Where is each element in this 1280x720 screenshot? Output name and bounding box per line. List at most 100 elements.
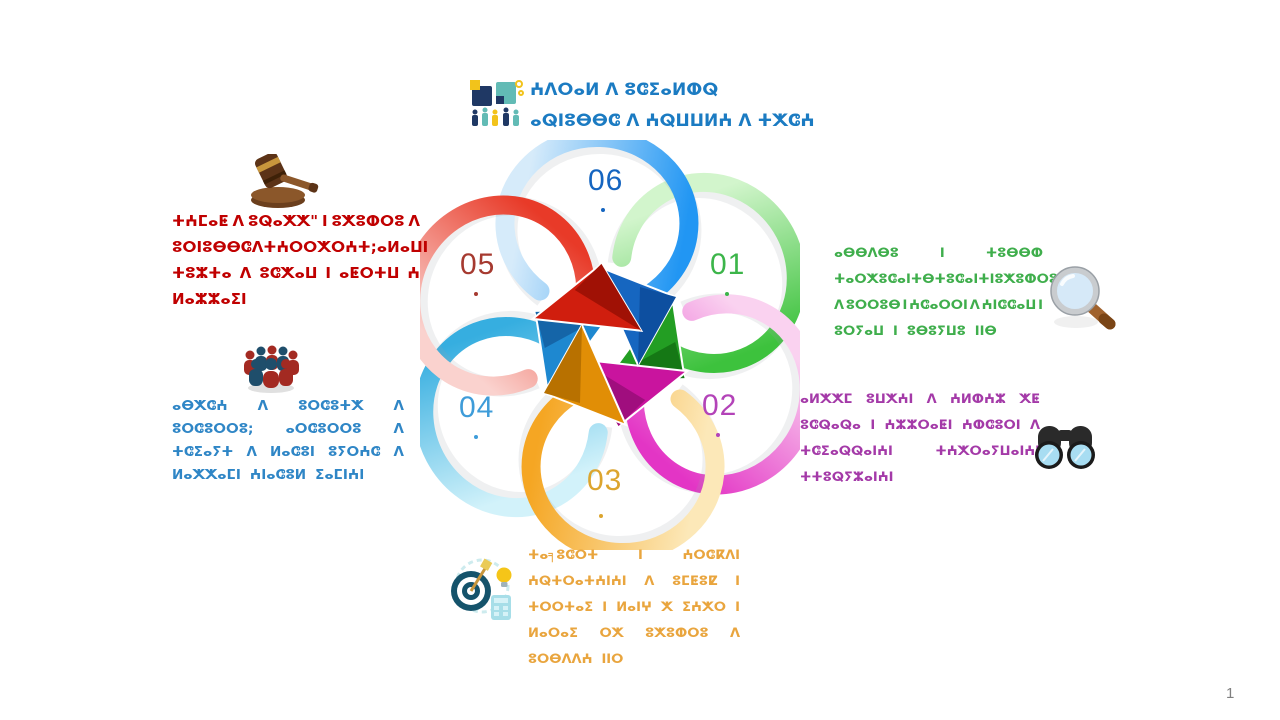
text-word: ⵄ: [407, 264, 420, 282]
text-word: ⵜⵄⵔⵔⵅⵔⵄⵜ: [263, 238, 371, 256]
text-word: ⴷ: [729, 626, 740, 641]
text-line: ⴰⵕⵏⵓⴱⴱⵛ ⴷ ⵄⵕⵡⵡⵍⵄ ⴷ ⵜⵅⵛⵄ: [530, 111, 830, 131]
text-word: ⵓⵕⴰⵅⵅ": [247, 212, 319, 230]
step-03-text: ⵜⴰ╕ⵓⵛⵔⵜ ⵏ ⵄⵔⵛⴽⴷⵏ ⵄⵕⵜⵔⴰⵜⵄⵏⵄⵏ ⴷ ⵓⵎⵟⵓⵇ ⵏ ⵜⵔⵔⵜⴰⵉ ⵏ ⵍⴰ…: [528, 547, 740, 677]
text-line: ⵍⴰⵅⵅⴰⵎⵏ ⵄⵏⴰⵛⵓⵍ ⵉⴰⵎⵏⵄⵏ: [172, 467, 404, 484]
step-dot-03: [599, 514, 603, 518]
text-word: ⵏⵏⵔ: [601, 652, 624, 667]
text-word: ⴷ: [644, 574, 655, 589]
text-word: ⵍⴰⵏⵖ: [616, 600, 652, 615]
text-word: ⵅ: [661, 600, 673, 615]
text-word: ⵜⵄⵅⵔⴰⵢⵡⴰⵏⵄⵏ: [935, 444, 1040, 459]
text-line: ⵄⵕⵜⵔⴰⵜⵄⵏⵄⵏ ⴷ ⵓⵎⵟⵓⵇ ⵏ: [528, 573, 740, 590]
text-word: ⵓⵔⵏⵓⴱⴱⵛ: [172, 238, 252, 256]
text-word: ⵄⵛⴰⵔⵔⵏ: [909, 298, 968, 313]
text-word: ⴰⵍⵅⵅⵎ: [800, 392, 853, 407]
target-idea-icon: [446, 558, 516, 628]
text-word: ⵄⵏⴰⵛⵓⵍ: [249, 467, 307, 483]
text-word: ⴰⴱⴱⴷⴱⵓ: [834, 246, 899, 261]
text-word: ⵓⵔⴱⴷⴷⵄ: [528, 652, 593, 667]
text-word: ⴷ: [393, 421, 404, 437]
text-line: ⴰⵍⵅⵅⵎ ⵓⵡⵅⵄⵏ ⴷ ⵄⵍⵀⵄⵣ ⵅⵟ: [800, 391, 1040, 408]
text-word: ⵜⵄⵎⴰⵟ: [172, 212, 229, 230]
text-word: ⴷ: [393, 444, 404, 460]
text-word: ⴷ: [251, 238, 264, 256]
step-number-06: 06: [588, 164, 624, 197]
text-line: ⵓⵔⵏⵓⴱⴱⵛ ⴷ ⵜⵄⵔⵔⵅⵔⵄⵜ ;ⴰⵍⴰⵡⵏ: [172, 238, 428, 256]
step-05-text: ⵜⵄⵎⴰⵟ ⴷ ⵓⵕⴰⵅⵅ" ⵏ ⵓⵅⵓⵀⵔⵓ ⴷ ⵓⵔⵏⵓⴱⴱⵛ ⴷ ⵜⵄⵔⵔⵅⵔⵄⵜ ;ⴰⵍⴰ…: [172, 213, 428, 317]
text-word: ⴷ: [408, 212, 420, 230]
text-word: ⵄⵍⵀⵄⵣ: [949, 392, 1006, 407]
text-word: ⴰⵟⵔⵜⵡ: [338, 264, 400, 282]
text-line: ⵍⴰⵣⵣⴰⵉⵏ: [172, 291, 420, 308]
text-word: ⵓⵅⵓⵀⵔⵓ: [331, 212, 405, 230]
text-word: ⵏ: [939, 246, 945, 261]
text-word: ⵜⵓⴱⴱⵀ: [985, 246, 1043, 261]
step-02-text: ⴰⵍⵅⵅⵎ ⵓⵡⵅⵄⵏ ⴷ ⵄⵍⵀⵄⵣ ⵅⵟ ⵓⵛⵕⴰⵕⴰ ⵏ ⵄⵣⵣⵔⴰⵟⵏ ⵄⵀⵛⵓⵔⵏ ⴷ ⵜ…: [800, 391, 1040, 495]
text-word: ⵓⵡⵅⵄⵏ: [865, 392, 914, 407]
text-word: ⵓⵛⵅⴰⵡ: [259, 264, 318, 282]
text-word: ⵏ: [735, 574, 740, 589]
text-word: ⵉⵄⵅⵔ: [682, 600, 726, 615]
text-word: ⵓⵔⵢⴰⵡ: [834, 324, 884, 339]
page-number: 1: [1226, 685, 1235, 702]
text-line: ⴷ ⵓⵔⵔⵓⴱ ⵏ ⵄⵛⴰⵔⵔⵏ ⴷ ⵄⵏⵛⵛⴰⵡ ⵏ: [834, 297, 1043, 314]
step-01-text: ⴰⴱⴱⴷⴱⵓ ⵏ ⵜⵓⴱⴱⵀ ⵜⴰⵔⵅⵓⵛⴰⵏⵜ ⴱ ⵜⵓⵛⴰⵏⵜ ⵏ ⵓⵅⵓⵀⵔⵓ ⴷ ⵓⵔⵔⵓ…: [834, 245, 1058, 349]
text-word: ⵍⴰⵅⵅⴰⵎⵏ: [172, 467, 241, 483]
text-line: ⵜⴰⵔⵅⵓⵛⴰⵏⵜ ⴱ ⵜⵓⵛⴰⵏⵜ ⵏ ⵓⵅⵓⵀⵔⵓ: [834, 271, 1058, 288]
text-word: ⴷ: [1029, 418, 1040, 433]
step-number-05: 05: [460, 248, 496, 281]
text-word: ⵄⵀⵛⵓⵔⵏ: [961, 418, 1021, 433]
text-line: ⵜⵔⵔⵜⴰⵉ ⵏ ⵍⴰⵏⵖ ⵅ ⵉⵄⵅⵔ ⵏ: [528, 599, 740, 616]
text-word: ⵔⵅ: [599, 626, 624, 641]
text-word: ⵓⵢⵔⵄⵛ: [327, 444, 381, 460]
step-dot-02: [716, 433, 720, 437]
text-word: ⵓⵔⵔⵓⴱ: [845, 298, 901, 313]
text-word: ⵅⵟ: [1019, 392, 1040, 407]
text-word: ⵍⴰⵣⵣⴰⵉⵏ: [172, 290, 247, 308]
magnifier-icon: [1048, 264, 1118, 338]
text-word: ⵓⵛⵕⴰⵕⴰ: [800, 418, 861, 433]
text-word: ⵓⵔⵛⵓⵔⵔⵓ;: [172, 421, 254, 437]
text-word: ⵏ: [989, 272, 995, 287]
step-04-text: ⴰⴱⵅⵛⵄ ⴷ ⵓⵔⵛⵓⵜⵅ ⴷ ⵓⵔⵛⵓⵔⵔⵓ; ⴰⵔⵛⵓⵔⵔⵓ ⴷ ⵜⵛⵉⴰⵢⵜ ⴷ ⵍⴰⵛⵓ…: [172, 398, 404, 490]
text-line: ⵓⵔⵛⵓⵔⵔⵓ; ⴰⵔⵛⵓⵔⵔⵓ ⴷ: [172, 421, 404, 438]
text-word: ⵜⴰ╕ⵓⵛⵔⵜ: [528, 548, 599, 563]
text-word: ⵄⵕⵜⵔⴰⵜⵄⵏⵄⵏ: [528, 574, 627, 589]
text-line: ⵜⵄⵎⴰⵟ ⴷ ⵓⵕⴰⵅⵅ" ⵏ ⵓⵅⵓⵀⵔⵓ ⴷ: [172, 213, 420, 230]
text-word: ⵄⴷⵔⴰⵍ ⴷ ⵓⵛⵉⴰⵍⵀⵕ: [530, 80, 719, 100]
step-number-01: 01: [710, 248, 746, 281]
text-word: ⴷ: [246, 444, 257, 460]
text-word: ⵏ: [638, 548, 643, 563]
text-word: ⴷ: [926, 392, 937, 407]
text-word: ⵓⴱⵓⵢⵡⵓ: [906, 324, 966, 339]
step-dot-06: [601, 208, 605, 212]
text-word: ⴷ: [969, 298, 980, 313]
text-word: ⵏ: [602, 600, 608, 615]
text-word: ⵏ: [1038, 298, 1043, 313]
text-word: ⴷ: [834, 298, 845, 313]
step-dot-01: [725, 292, 729, 296]
text-line: ⵄⴷⵔⴰⵍ ⴷ ⵓⵛⵉⴰⵍⵀⵕ: [530, 80, 830, 100]
text-word: ⵏⵏⴱ: [974, 324, 997, 339]
text-word: ⵜⴰⵔⵅⵓⵛⴰⵏⵜ: [834, 272, 923, 287]
gavel-icon: [238, 152, 322, 214]
text-word: ⴷ: [393, 398, 404, 414]
text-line: ⴰⴱⵅⵛⵄ ⴷ ⵓⵔⵛⵓⵜⵅ ⴷ: [172, 398, 404, 415]
text-word: ⵏ: [325, 264, 331, 282]
text-word: ⴷ: [232, 212, 245, 230]
text-line: ⵜⵓⵣⵜⴰ ⴷ ⵓⵛⵅⴰⵡ ⵏ ⴰⵟⵔⵜⵡ ⵄ: [172, 265, 420, 282]
step-number-03: 03: [587, 464, 623, 497]
text-line: ⵜⵛⵉⴰⵢⵜ ⴷ ⵍⴰⵛⵓⵏ ⵓⵢⵔⵄⵛ ⴷ: [172, 444, 404, 461]
step-number-04: 04: [459, 391, 495, 424]
text-word: ⵓⵅⵓⵀⵔⵓ: [994, 272, 1058, 287]
teamwork-puzzle-icon: [466, 76, 524, 134]
text-word: ⵄⵏⵛⵛⴰⵡ: [981, 298, 1037, 313]
text-line: ⵜⵜⵓⵕⵢⵣⴰⵏⵄⵏ: [800, 469, 1040, 486]
text-word: ⵍⴰⵛⵓⵏ: [269, 444, 315, 460]
text-word: ⵓⵎⵟⵓⵇ: [672, 574, 718, 589]
text-word: ⵜⵛⵉⴰⵢⵜ: [172, 444, 234, 460]
text-word: ⵍⴰⵔⴰⵉ: [528, 626, 578, 641]
text-word: ⵓⵔⵛⵓⵜⵅ: [298, 398, 364, 414]
text-word: ⵜⵓⵛⴰⵏⵜ: [934, 272, 990, 287]
